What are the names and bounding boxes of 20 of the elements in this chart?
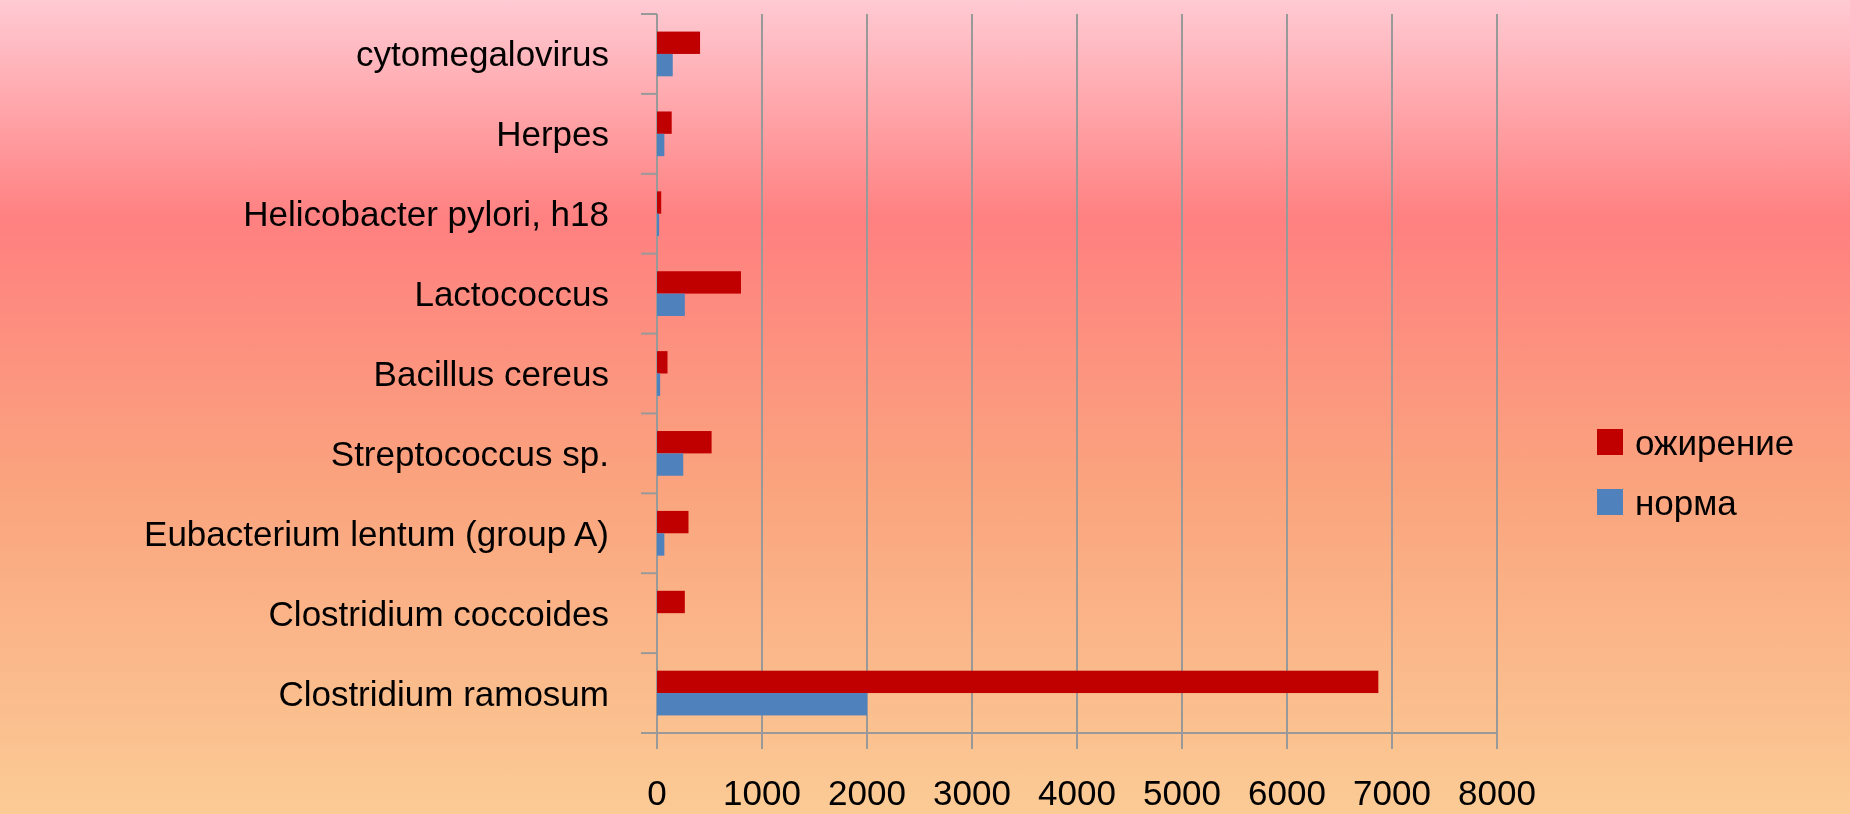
y-tick-label: Streptococcus sp. [330,433,609,473]
x-tick-label: 7000 [1353,772,1431,812]
x-tick-label: 1000 [723,772,801,812]
y-tick-label: Clostridium coccoides [268,593,609,633]
y-tick-label: Helicobacter pylori, h18 [243,194,609,234]
x-tick-label: 5000 [1143,772,1221,812]
y-tick-label: cytomegalovirus [356,34,609,74]
legend-label: норма [1635,482,1738,522]
y-tick-label: Clostridium ramosum [278,673,609,713]
x-tick-label: 8000 [1458,772,1536,812]
x-tick-label: 2000 [828,772,906,812]
x-tick-label: 3000 [933,772,1011,812]
x-tick-label: 4000 [1038,772,1116,812]
x-tick-label: 0 [647,772,667,812]
legend-label: ожирение [1635,422,1795,462]
y-tick-label: Lactococcus [414,274,609,314]
y-tick-label: Herpes [496,114,609,154]
y-tick-label: Eubacterium lentum (group A) [144,513,609,553]
x-tick-label: 6000 [1248,772,1326,812]
y-tick-label: Bacillus cereus [373,354,609,393]
